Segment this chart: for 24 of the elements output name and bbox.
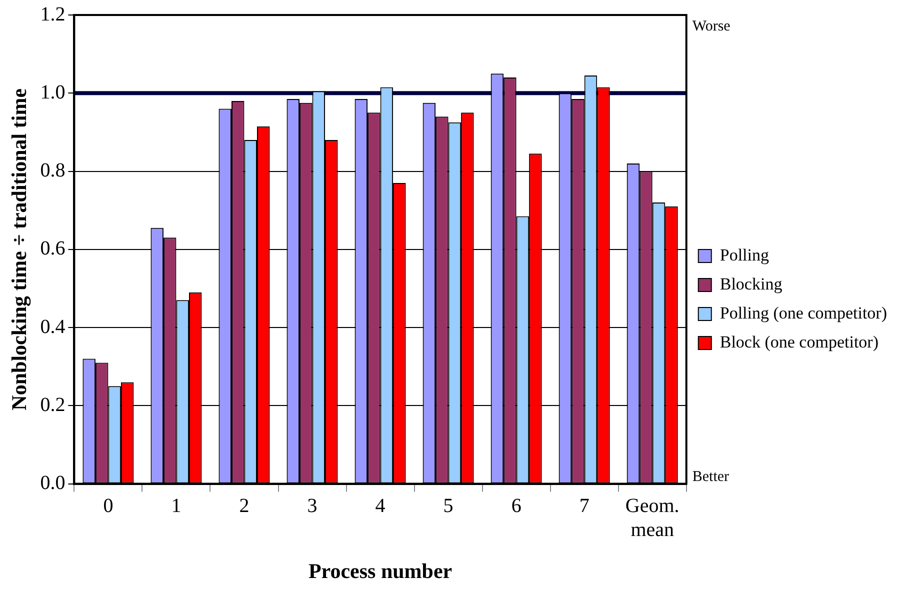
x-tick-label: 6 <box>511 495 522 518</box>
x-tick-label: 3 <box>307 495 318 518</box>
text: Better <box>692 469 730 486</box>
legend-label: Polling <box>720 245 770 264</box>
x-tick-label: 5 <box>443 495 454 518</box>
y-tick-label: 0.8 <box>40 160 66 182</box>
y-tick-label: 0.2 <box>40 394 66 416</box>
legend-label: Blocking <box>720 274 783 294</box>
text: Worse <box>692 18 731 34</box>
y-tick-label: 0.0 <box>40 472 66 494</box>
x-axis-title: Process number <box>308 558 452 583</box>
y-tick-label: 0.6 <box>40 238 66 260</box>
x-tick-label: 2 <box>239 495 250 518</box>
legend-label: Polling (one competitor) <box>720 303 888 322</box>
x-tick-label: 4 <box>375 495 386 518</box>
x-tick-label: 1 <box>171 495 182 518</box>
legend-label: Block (one competitor) <box>720 332 878 352</box>
y-tick-label: 1.2 <box>40 3 66 26</box>
y-tick-label: 1.0 <box>40 81 66 104</box>
x-tick-label: 7 <box>579 495 590 518</box>
x-tick-label: Geom. mean <box>625 495 680 542</box>
x-tick-label: 0 <box>103 495 114 518</box>
y-tick-label: 0.4 <box>40 316 66 338</box>
y-axis-title: Nonblocking time ÷ traditional time <box>7 88 32 410</box>
